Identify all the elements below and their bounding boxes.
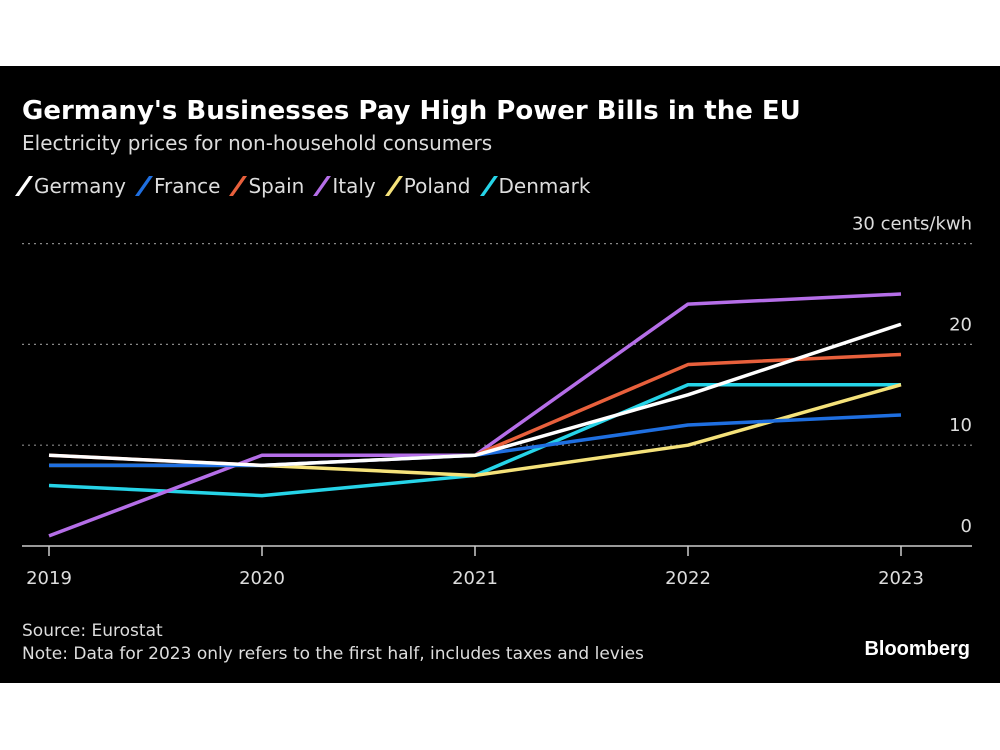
- y-tick-label: 10: [949, 415, 972, 436]
- source-note: Source: Eurostat: [22, 621, 163, 641]
- legend-label: Germany: [34, 174, 126, 198]
- bloomberg-logo: Bloomberg: [864, 638, 970, 660]
- footnote: Note: Data for 2023 only refers to the f…: [22, 644, 644, 664]
- legend-label: Denmark: [498, 174, 591, 198]
- y-tick-label: 20: [949, 314, 972, 335]
- x-tick-label: 2021: [452, 568, 498, 589]
- legend-item-italy: Italy: [313, 174, 376, 198]
- x-tick-label: 2023: [878, 568, 924, 589]
- legend-label: Poland: [403, 174, 471, 198]
- x-tick-label: 2019: [26, 568, 72, 589]
- legend-label: France: [153, 174, 221, 198]
- legend: Germany France Spain Italy Poland Denmark: [14, 174, 591, 198]
- chart-panel: Germany's Businesses Pay High Power Bill…: [0, 66, 1000, 683]
- series-line-denmark: [48, 382, 901, 498]
- y-tick-label: 0: [961, 516, 972, 537]
- chart-title: Germany's Businesses Pay High Power Bill…: [22, 96, 801, 126]
- series-line-italy: [48, 292, 902, 538]
- series-line-spain: [48, 352, 902, 468]
- x-tick-label: 2020: [239, 568, 285, 589]
- legend-item-germany: Germany: [14, 174, 126, 198]
- x-tick-label: 2022: [665, 568, 711, 589]
- series-line-germany: [48, 322, 902, 468]
- chart-subtitle: Electricity prices for non-household con…: [22, 131, 493, 155]
- series-line-france: [49, 413, 902, 468]
- legend-label: Italy: [332, 174, 376, 198]
- legend-item-denmark: Denmark: [479, 174, 591, 198]
- legend-item-spain: Spain: [229, 174, 305, 198]
- legend-item-france: France: [134, 174, 221, 198]
- legend-item-poland: Poland: [384, 174, 471, 198]
- y-tick-label: 30 cents/kwh: [852, 214, 972, 235]
- line-chart: 0 10 20 30 cents/kwh 2019 2020 2021 2022 2023: [22, 214, 972, 589]
- legend-label: Spain: [248, 174, 305, 198]
